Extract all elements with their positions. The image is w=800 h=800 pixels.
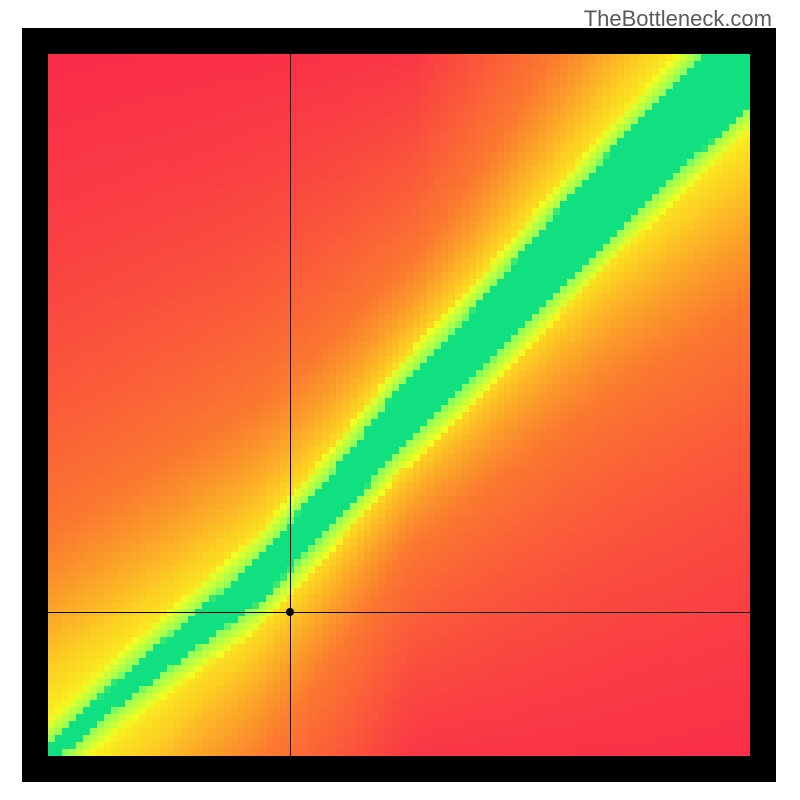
heatmap-plot xyxy=(48,54,750,756)
crosshair-horizontal xyxy=(48,612,750,613)
crosshair-point xyxy=(286,608,294,616)
watermark-text: TheBottleneck.com xyxy=(584,6,772,32)
crosshair-vertical xyxy=(290,54,291,756)
chart-border xyxy=(22,28,776,782)
heatmap-canvas xyxy=(48,54,750,756)
